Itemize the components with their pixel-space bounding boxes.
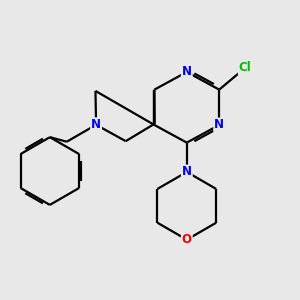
Text: Cl: Cl: [239, 61, 251, 74]
Text: N: N: [182, 166, 192, 178]
Text: N: N: [214, 118, 224, 131]
Text: N: N: [91, 118, 101, 131]
Text: N: N: [182, 65, 192, 79]
Text: O: O: [182, 233, 192, 246]
